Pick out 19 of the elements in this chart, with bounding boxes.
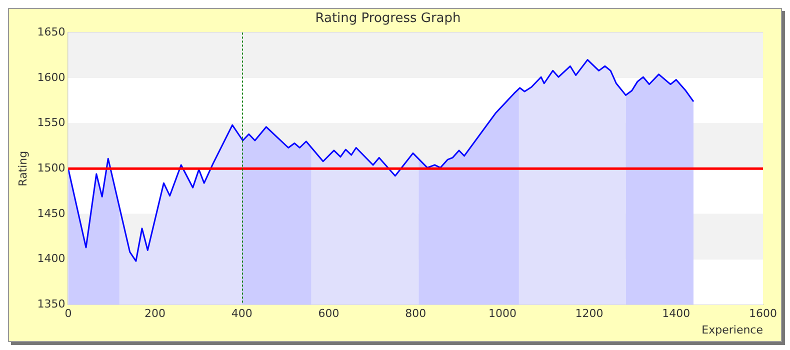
y-tick-label: 1400: [37, 252, 66, 266]
x-tick-label: 600: [318, 307, 340, 320]
y-tick-label: 1350: [37, 297, 66, 310]
chart-title: Rating Progress Graph: [315, 11, 461, 26]
y-tick-label: 1650: [37, 25, 66, 38]
y-axis-title: Rating: [16, 150, 30, 186]
y-tick-label: 1500: [37, 161, 66, 174]
x-tick-label: 1400: [662, 307, 690, 320]
x-tick-label: 800: [405, 307, 426, 320]
x-tick-label: 0: [64, 307, 72, 320]
x-axis-title: Experience: [702, 323, 764, 336]
x-tick-label: 1000: [488, 307, 516, 320]
y-tick-label: 1450: [37, 206, 66, 220]
x-tick-label: 400: [231, 307, 252, 320]
x-tick-label: 200: [144, 307, 166, 320]
y-tick-label: 1600: [37, 70, 66, 84]
y-tick-label: 1550: [37, 116, 66, 130]
x-tick-label: 1600: [749, 307, 777, 320]
x-tick-label: 1200: [575, 307, 604, 320]
